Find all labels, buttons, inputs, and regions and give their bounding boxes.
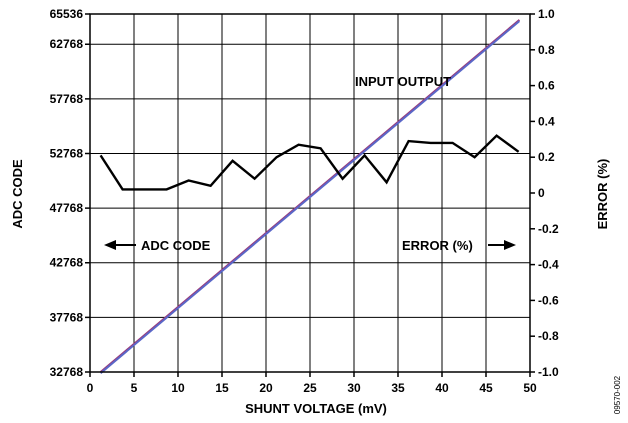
y2-tick-label: -0.2 [538, 222, 559, 236]
y-axis-label: ADC CODE [10, 159, 25, 229]
x-tick-label: 45 [479, 381, 493, 395]
y2-tick-label: 0.2 [538, 150, 555, 164]
y-tick-label: 47768 [50, 201, 84, 215]
x-tick-label: 25 [303, 381, 317, 395]
y2-tick-label: -0.4 [538, 258, 559, 272]
annotation-error: ERROR (%) [402, 238, 516, 253]
series-layer [99, 19, 521, 374]
x-tick-label: 40 [435, 381, 449, 395]
y2-tick-label: -0.8 [538, 329, 559, 343]
figure-id: 09570-002 [613, 375, 622, 414]
x-tick-label: 0 [87, 381, 94, 395]
tick-marks [85, 13, 535, 377]
y-tick-label: 57768 [50, 92, 84, 106]
y2-tick-label: 0.8 [538, 43, 555, 57]
x-axis-label: SHUNT VOLTAGE (mV) [245, 401, 387, 416]
error-line [99, 134, 520, 191]
y-tick-label: 62768 [50, 37, 84, 51]
x-tick-label: 50 [523, 381, 537, 395]
y2-axis-label: ERROR (%) [595, 159, 610, 230]
input-output-line-b [99, 20, 521, 374]
right-arrow-head [504, 240, 516, 250]
x-tick-label: 10 [171, 381, 185, 395]
y2-tick-label: 0 [538, 186, 545, 200]
x-tick-label: 30 [347, 381, 361, 395]
y2-tick-label: 0.4 [538, 114, 555, 128]
y2-tick-label: -0.6 [538, 293, 559, 307]
x-tick-label: 20 [259, 381, 273, 395]
y-tick-label: 37768 [50, 310, 84, 324]
y2-tick-label: 1.0 [538, 7, 555, 21]
x-tick-label: 5 [131, 381, 138, 395]
y-tick-label: 52768 [50, 146, 84, 160]
left-arrow-head [104, 240, 116, 250]
y-tick-label: 32768 [50, 365, 84, 379]
y-tick-label: 42768 [50, 256, 84, 270]
annotation-error-text: ERROR (%) [402, 238, 473, 253]
x-tick-label: 15 [215, 381, 229, 395]
x-tick-label: 35 [391, 381, 405, 395]
grid [90, 14, 530, 372]
tick-labels: 0 5 10 15 20 25 30 35 40 45 50 32768 37768 42768 47768… [50, 7, 559, 395]
y-tick-label: 65536 [50, 7, 84, 21]
annotation-adc-code-text: ADC CODE [141, 238, 211, 253]
y2-tick-label: 0.6 [538, 79, 555, 93]
annotation-adc-code: ADC CODE [104, 238, 211, 253]
annotation-input-output: INPUT OUTPUT [355, 74, 451, 89]
y2-tick-label: -1.0 [538, 365, 559, 379]
